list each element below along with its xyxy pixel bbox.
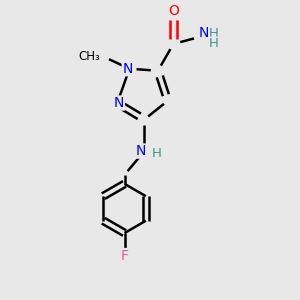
Text: N: N <box>136 144 146 158</box>
Text: F: F <box>121 249 129 262</box>
Text: H: H <box>209 37 218 50</box>
Text: N: N <box>114 96 124 110</box>
Text: CH₃: CH₃ <box>79 50 100 63</box>
Text: O: O <box>168 4 179 18</box>
Text: H: H <box>209 27 218 40</box>
Text: H: H <box>152 147 161 160</box>
Text: N: N <box>122 62 133 76</box>
Text: N: N <box>199 26 209 40</box>
